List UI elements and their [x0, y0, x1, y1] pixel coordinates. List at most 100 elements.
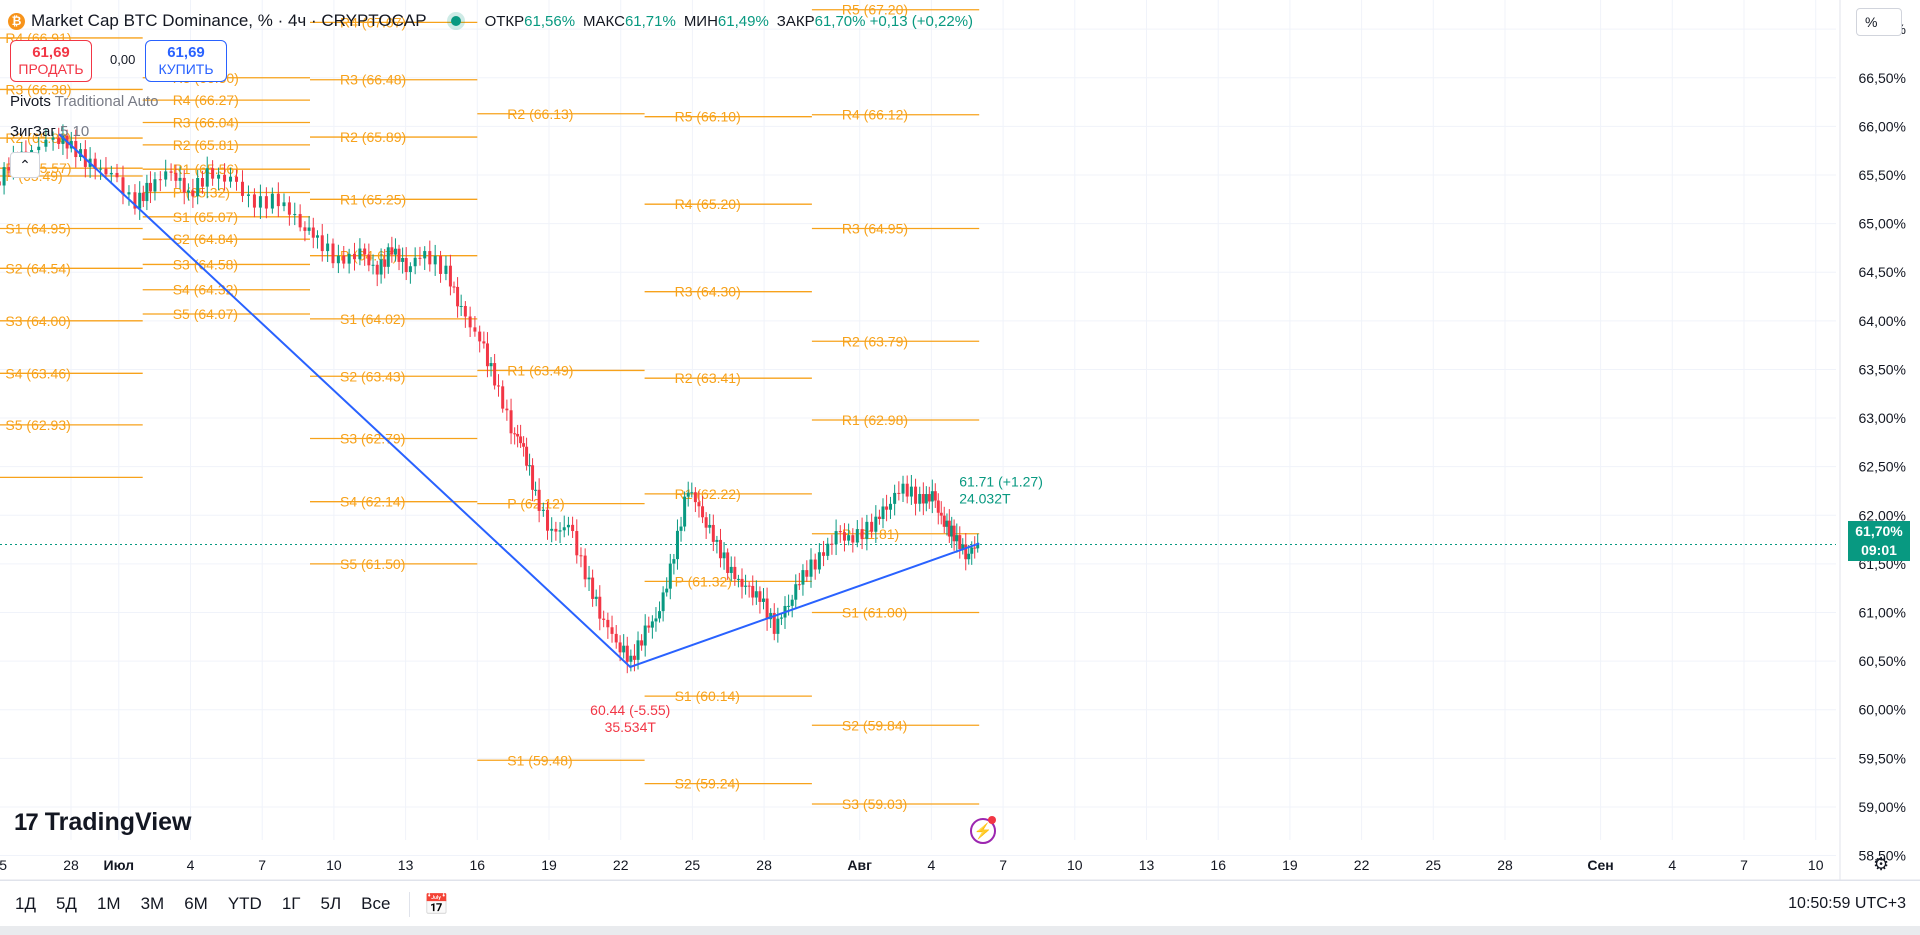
candle-body — [842, 532, 846, 541]
candle-body — [240, 181, 244, 196]
pivot-level-label: S5 (62.93) — [5, 417, 70, 433]
indicator-pivots[interactable]: Pivots Traditional Auto — [10, 93, 158, 110]
candle-body — [562, 527, 566, 531]
candle-body — [121, 177, 125, 195]
candle-body — [594, 596, 598, 599]
candle-body — [654, 618, 658, 622]
y-tick-label: 58,50% — [1859, 848, 1906, 864]
lightning-icon[interactable]: ⚡ — [970, 818, 996, 844]
candle-body — [658, 611, 662, 619]
period-button[interactable]: 5Л — [320, 894, 342, 913]
candle-body — [473, 327, 477, 332]
candle-body — [353, 253, 357, 260]
indicator-zigzag[interactable]: ЗигЗаг 5 10 — [10, 123, 89, 140]
period-button[interactable]: 1М — [96, 894, 121, 913]
y-tick-label: 66,50% — [1859, 70, 1906, 86]
candle-body — [433, 255, 437, 265]
x-tick-label: 7 — [999, 857, 1007, 873]
candle-body — [701, 506, 705, 518]
candle-body — [675, 530, 679, 560]
gear-icon[interactable]: ⚙ — [1873, 854, 1890, 874]
candle-body — [522, 443, 526, 447]
candle-body — [401, 258, 405, 262]
tradingview-logo-icon: 17 — [14, 808, 39, 836]
candle-body — [722, 552, 726, 559]
x-tick-label: 25 — [1426, 857, 1442, 873]
period-button[interactable]: 3М — [140, 894, 165, 913]
chevron-up-icon[interactable]: ⌃ — [10, 152, 40, 178]
candle-body — [347, 253, 351, 264]
candle-body — [650, 621, 654, 628]
candle-body — [909, 486, 913, 497]
candle-body — [733, 566, 737, 580]
candle-body — [668, 563, 672, 589]
candle-body — [182, 177, 186, 193]
candle-body — [847, 535, 851, 541]
buy-button[interactable]: 61,69 КУПИТЬ — [145, 40, 227, 82]
period-button[interactable]: 1Д — [15, 894, 36, 913]
candle-body — [153, 179, 157, 192]
candle-body — [629, 655, 633, 662]
candle-body — [625, 645, 629, 662]
candle-body — [93, 158, 97, 169]
sell-button[interactable]: 61,69 ПРОДАТЬ — [10, 40, 92, 82]
candle-body — [497, 385, 501, 387]
candle-body — [936, 500, 940, 513]
candle-body — [765, 598, 769, 620]
candle-body — [939, 512, 943, 516]
period-button[interactable]: 6М — [184, 894, 208, 913]
price-chart[interactable]: R5 (67.43)R4 (66.91)R3 (66.38)R2 (65.88)… — [0, 0, 1920, 880]
candle-body — [246, 194, 250, 196]
candle-body — [967, 553, 971, 560]
x-tick-label: 13 — [1139, 857, 1155, 873]
candle-body — [924, 494, 928, 504]
pivot-level-label: S2 (63.43) — [340, 368, 405, 384]
candle-body — [44, 139, 48, 147]
scale-mode-button[interactable]: % — [1856, 8, 1902, 36]
candle-body — [973, 547, 977, 549]
candle-body — [448, 265, 452, 287]
x-tick-label: Сен — [1587, 857, 1613, 873]
candle-body — [618, 642, 622, 653]
period-button[interactable]: 1Г — [281, 894, 301, 913]
candle-body — [961, 544, 965, 550]
tradingview-logo[interactable]: 17 TradingView — [14, 808, 192, 837]
symbol-title[interactable]: Market Cap BTC Dominance, % · 4ч · CRYPT… — [31, 11, 427, 30]
candle-body — [715, 539, 719, 542]
candle-body — [525, 446, 529, 466]
x-tick-label: 10 — [326, 857, 342, 873]
candle-body — [683, 496, 687, 527]
candle-body — [2, 167, 6, 186]
pivot-level-label: S1 (64.02) — [340, 311, 405, 327]
candle-body — [776, 618, 780, 634]
candle-body — [704, 517, 708, 528]
pivot-level-label: S1 (65.07) — [173, 209, 238, 225]
candle-body — [367, 254, 371, 266]
period-button[interactable]: 5Д — [55, 894, 77, 913]
sell-label: ПРОДАТЬ — [18, 61, 84, 77]
pivot-level-label: R3 (66.48) — [340, 72, 406, 88]
x-tick-label: 19 — [541, 857, 557, 873]
clock[interactable]: 10:50:59 UTC+3 — [1788, 895, 1906, 912]
pivot-level-label: R1 (62.22) — [675, 486, 741, 502]
candle-body — [164, 171, 168, 180]
candle-body — [860, 529, 864, 540]
candle-body — [7, 167, 11, 171]
candle-body — [252, 194, 256, 208]
pivot-level-label: R2 (66.13) — [507, 106, 573, 122]
candle-body — [693, 492, 697, 503]
indicator-pivots-name: Pivots — [10, 93, 51, 110]
buy-price: 61,69 — [167, 44, 205, 61]
candle-body — [342, 255, 346, 264]
calendar-icon[interactable]: 📅 — [409, 891, 449, 917]
candle-body — [418, 257, 422, 259]
pivot-level-label: S1 (59.48) — [507, 752, 572, 768]
pivot-level-label: R2 (65.81) — [173, 137, 239, 153]
candle-body — [51, 137, 55, 140]
pivot-level-label: R2 (65.89) — [340, 129, 406, 145]
pivot-level-label: R3 (66.38) — [5, 81, 71, 97]
candle-body — [779, 617, 783, 619]
period-button[interactable]: Все — [361, 894, 391, 913]
candle-body — [772, 613, 776, 634]
period-button[interactable]: YTD — [227, 894, 262, 913]
